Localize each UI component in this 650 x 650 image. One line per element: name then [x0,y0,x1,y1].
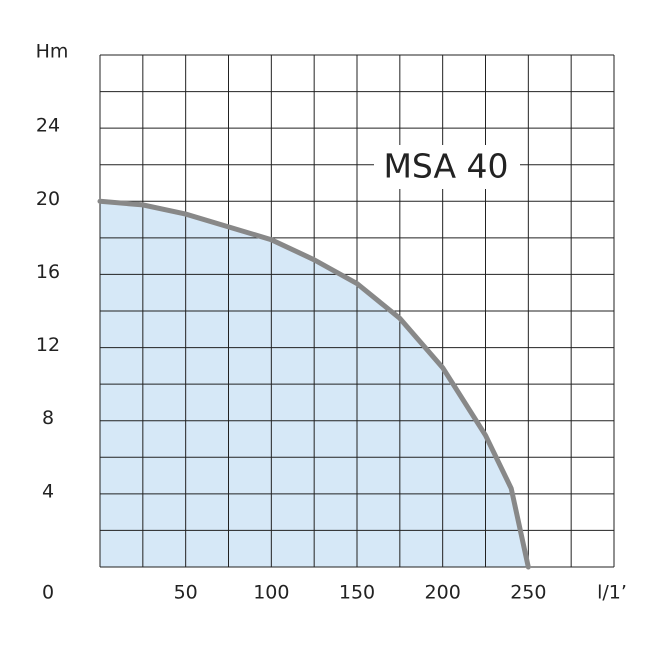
y-tick-label: 20 [36,188,60,210]
x-axis-label: l/1’ [597,582,627,604]
x-tick-label: 250 [510,582,546,604]
plot [97,54,615,570]
title-box [374,145,520,189]
y-tick-label: 24 [36,115,60,137]
y-tick-label: 8 [42,407,54,429]
y-tick-label: 0 [42,582,54,604]
chart-title: MSA 40 [383,147,508,186]
x-tick-label: 100 [253,582,289,604]
x-tick-label: 150 [339,582,375,604]
y-axis-label: Hm [36,41,69,63]
y-tick-label: 16 [36,261,60,283]
y-tick-label: 12 [36,334,60,356]
x-tick-label: 200 [425,582,461,604]
y-tick-label: 4 [42,480,54,502]
curve [97,198,531,570]
x-tick-label: 50 [174,582,198,604]
